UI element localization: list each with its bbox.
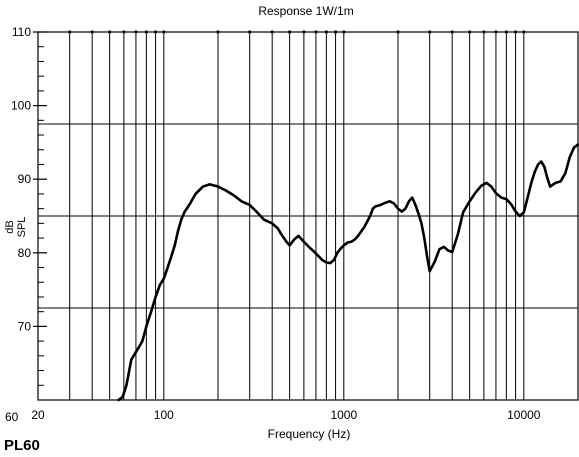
x-tick-label: 100 — [154, 408, 174, 422]
y-tick-label: 70 — [18, 319, 32, 333]
y-tick-label: 80 — [18, 246, 32, 260]
grid-lines — [38, 30, 578, 400]
y-tick-label: 110 — [12, 25, 31, 39]
chart-title: Response 1W/1m — [258, 4, 353, 18]
x-tick-label: 20 — [31, 408, 45, 422]
x-tick-label: 1000 — [330, 408, 357, 422]
x-tick-label: 10000 — [507, 408, 541, 422]
y-tick-labels: 70 80 90 100 110 — [11, 25, 31, 333]
y-tick-label: 100 — [11, 99, 31, 113]
y-axis-label-line1: dB — [4, 220, 16, 233]
y-tick-label: 90 — [18, 172, 32, 186]
x-tick-labels: 20 100 1000 10000 — [31, 408, 540, 422]
y-axis-label-line2: SPL — [16, 217, 28, 238]
response-curve — [118, 145, 578, 400]
x-axis-label: Frequency (Hz) — [268, 427, 351, 441]
model-name: PL60 — [4, 437, 40, 454]
y-min-label: 60 — [5, 410, 19, 424]
